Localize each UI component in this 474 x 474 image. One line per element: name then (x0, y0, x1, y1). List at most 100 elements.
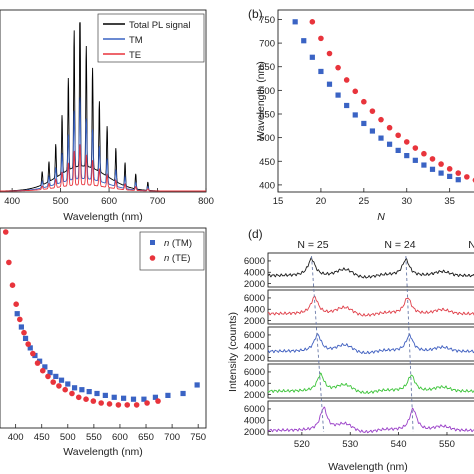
panel-b-point-tm (455, 177, 461, 183)
panel-c-point-te (83, 396, 89, 403)
panel-b-point-te (343, 77, 350, 83)
panel-d-ytick-label: 2000 (244, 279, 265, 290)
panel-d-ytick-label: 6000 (244, 256, 265, 267)
panel-c-frame (0, 227, 207, 429)
panel-c-point-tm (71, 385, 78, 391)
top-label-n24: N = 24 (384, 239, 415, 251)
panel-c-point-te (39, 367, 46, 374)
panel-d-subplot-frame (267, 326, 474, 362)
panel-b-ytick-label: 750 (259, 15, 275, 26)
panel-c-point-tm (79, 387, 85, 393)
panel-b-xtick-label: 20 (316, 196, 327, 207)
panel-c-xtick-label: 600 (112, 432, 128, 443)
panel-c-point-tm (22, 335, 29, 341)
panel-c-point-te (90, 398, 97, 404)
panel-c-point-te (21, 329, 27, 336)
panel-b-point-te (464, 174, 470, 180)
panel-b-point-te (455, 170, 462, 176)
panel-b-point-te (429, 156, 436, 162)
panel-c-point-te (6, 259, 12, 266)
panel-c-point-te (115, 402, 122, 408)
panel-d-peak-guide (311, 255, 325, 433)
panel-d-subplot-frame (267, 289, 474, 325)
panel-c-xtick-label: 400 (8, 432, 24, 443)
panel-b-point-te (446, 166, 453, 172)
panel-d-ytick-label: 4000 (244, 379, 265, 390)
panel-c-legend-box (139, 231, 205, 271)
panel-b-point-te (352, 88, 359, 95)
panel-d-spectrum-1 (267, 257, 474, 279)
panel-b-ytick-label: 400 (259, 180, 275, 191)
panel-d-ytick-label: 2000 (244, 390, 265, 401)
panel-d-subplot-frame (267, 363, 474, 399)
panel-b-point-te (395, 132, 401, 139)
panel-b-point-tm (429, 166, 436, 172)
panel-b-point-te (438, 161, 444, 167)
panel-b-point-te (309, 19, 316, 25)
panel-b-ytick-label: 500 (259, 133, 275, 144)
panel-b-point-te (361, 98, 367, 105)
panel-d-ytick-label: 4000 (244, 416, 265, 427)
panel-c-xtick-label: 700 (164, 432, 180, 443)
panel-b-point-tm (369, 128, 376, 134)
panel-c-point-te (9, 282, 16, 289)
panel-b-point-tm (361, 120, 367, 127)
panel-b-point-tm (395, 147, 401, 153)
panel-d-ytick-label: 6000 (244, 293, 265, 304)
panel-c-point-te (34, 360, 41, 366)
panel-b-point-tm (386, 141, 393, 147)
panel-c-point-tm (111, 394, 117, 400)
panel-b-point-tm (438, 170, 444, 176)
panel-b-point-tm (326, 81, 333, 87)
panel-c-point-tm (18, 324, 24, 330)
panel-a-xtick-label: 600 (101, 196, 117, 207)
panel-b-point-te (386, 124, 393, 131)
panel-c-point-te (144, 400, 150, 406)
panel-b-xlabel: N (377, 211, 385, 223)
panel-b-point-tm (344, 102, 350, 109)
panel-c-point-tm (130, 396, 137, 402)
panel-d-ytick-label: 2000 (244, 353, 265, 364)
panel-c-point-te (75, 394, 82, 401)
panel-c-xtick-label: 750 (190, 432, 206, 443)
panel-c-point-tm (58, 377, 65, 383)
panel-c-point-tm (165, 392, 171, 398)
panel-b-point-tm (447, 173, 453, 179)
legend-n-tm-marker (150, 240, 155, 245)
panel-c-point-tm (27, 345, 33, 351)
panel-c-xtick-label: 500 (60, 432, 76, 443)
panel-b-ytick-label: 550 (259, 110, 275, 121)
panel-c-legend: n (TM) n (TE) (139, 231, 205, 271)
top-label-n: N (468, 239, 474, 251)
legend-n-tm-label: n (TM) (164, 238, 192, 249)
panel-c-point-te (62, 386, 68, 393)
panel-a-series-te (0, 144, 206, 192)
panel-b-point-tm (421, 162, 427, 168)
panel-d: (d) N = 25 N = 24 N 20004000600020004000… (227, 227, 474, 473)
panel-d-spectrum-2 (267, 295, 474, 317)
panel-b-point-tm (404, 153, 410, 159)
panel-d-xtick-label: 540 (391, 439, 407, 450)
panel-a-xtick-label: 700 (150, 196, 166, 207)
panel-d-ytick-label: 2000 (244, 316, 265, 327)
panel-b-point-tm (335, 92, 341, 98)
panel-d-ytick-label: 6000 (244, 404, 265, 415)
panel-a-frame (0, 9, 207, 193)
panel-b-point-tm (412, 157, 418, 163)
panel-d-ytick-label: 2000 (244, 427, 265, 438)
panel-c-point-tm (94, 390, 100, 397)
panel-c-point-tm (194, 382, 200, 388)
panel-c-point-te (124, 402, 131, 408)
panel-d-spectrum-5 (267, 406, 474, 434)
panel-c-point-te (30, 350, 36, 357)
panel-c-xlabel: Wavelength (nm) (63, 446, 143, 458)
panel-b-point-te (335, 64, 341, 71)
panel-c-point-te (13, 301, 19, 308)
legend-te-label: TE (129, 50, 141, 61)
panel-c-point-te (133, 402, 140, 408)
panel-c-point-te (17, 316, 23, 323)
panel-c-point-te (45, 373, 51, 380)
panel-d-ytick-label: 6000 (244, 330, 265, 341)
panel-d-spectrum-4 (267, 372, 474, 395)
